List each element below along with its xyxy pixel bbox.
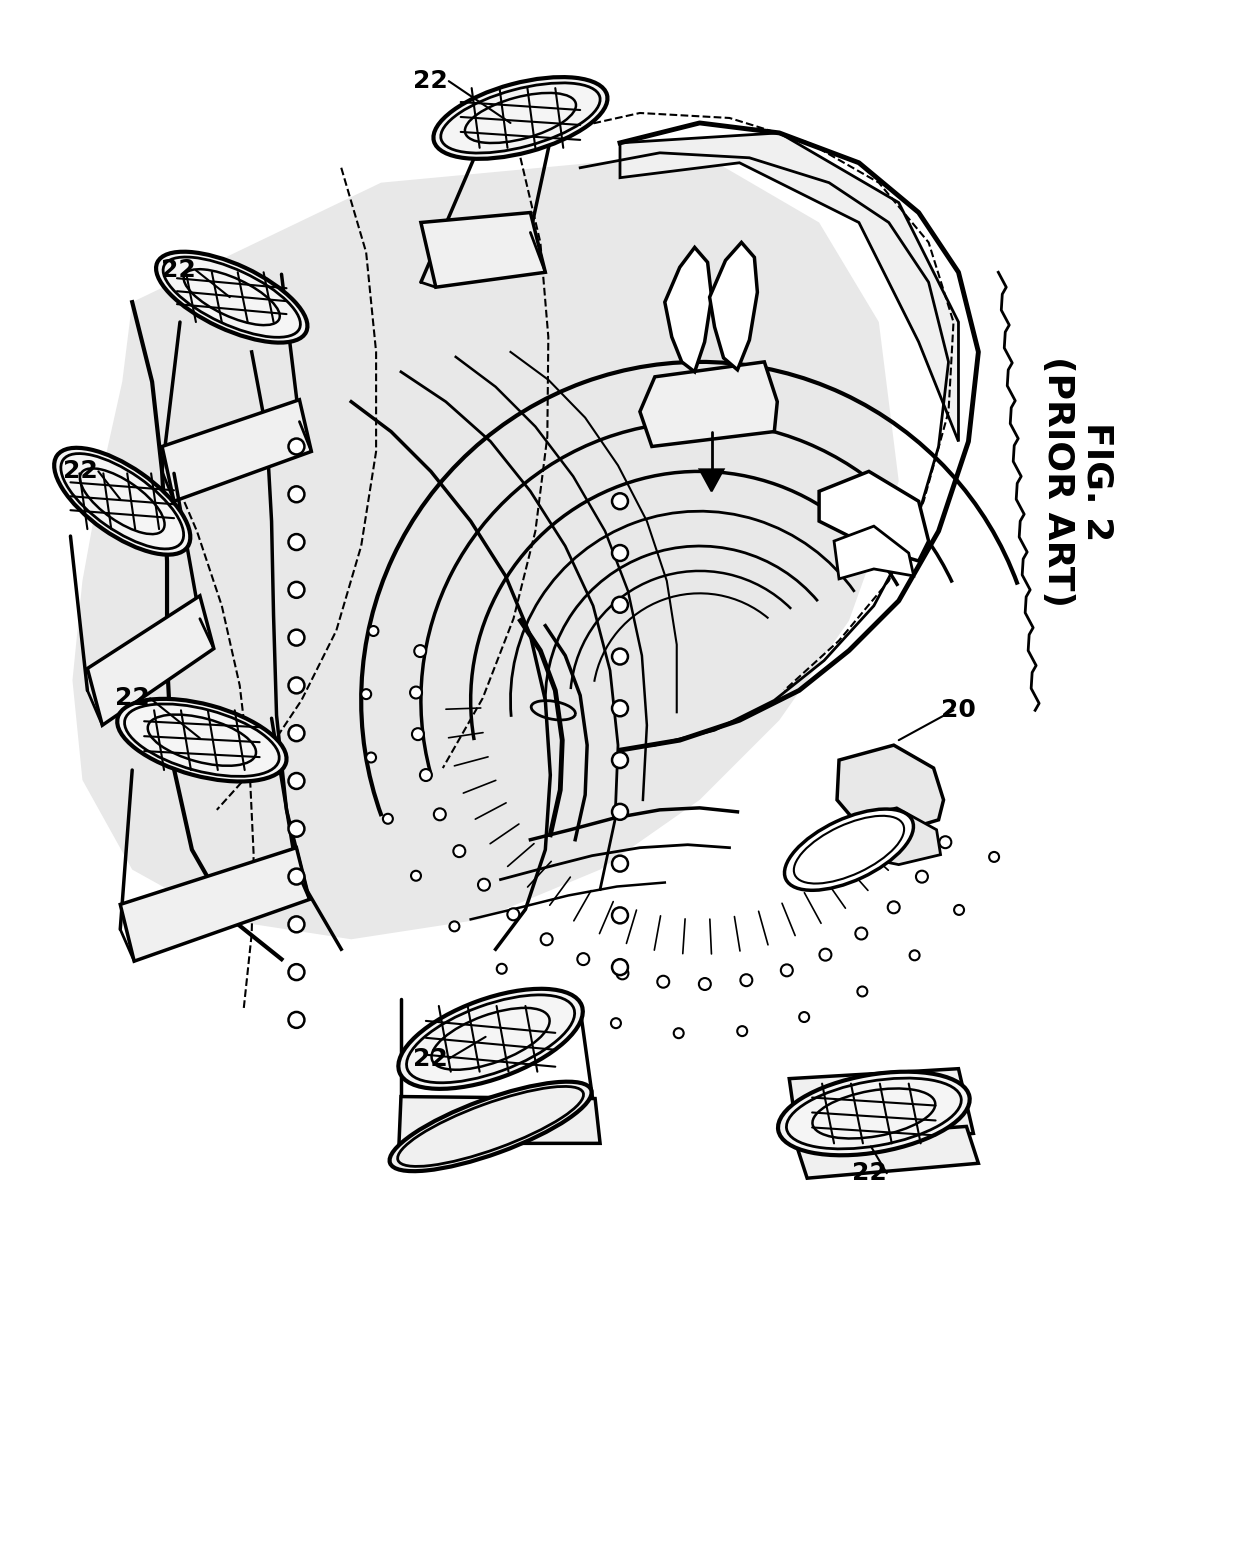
Circle shape xyxy=(613,597,627,613)
Circle shape xyxy=(699,978,711,991)
Ellipse shape xyxy=(398,989,583,1088)
Circle shape xyxy=(361,689,371,700)
Circle shape xyxy=(289,725,305,742)
Ellipse shape xyxy=(434,78,608,159)
Text: 22: 22 xyxy=(161,258,196,283)
Polygon shape xyxy=(837,745,944,832)
Circle shape xyxy=(613,959,627,975)
Polygon shape xyxy=(844,809,941,865)
Circle shape xyxy=(366,753,376,762)
Circle shape xyxy=(412,728,424,740)
Polygon shape xyxy=(120,847,310,961)
Circle shape xyxy=(289,869,305,885)
Ellipse shape xyxy=(156,252,308,342)
Circle shape xyxy=(477,879,490,891)
Polygon shape xyxy=(820,471,929,561)
Circle shape xyxy=(497,964,507,973)
Circle shape xyxy=(552,997,562,1006)
Circle shape xyxy=(289,916,305,933)
Circle shape xyxy=(820,949,831,961)
Circle shape xyxy=(613,546,627,561)
Circle shape xyxy=(613,804,627,819)
Circle shape xyxy=(740,975,753,986)
Circle shape xyxy=(414,645,427,658)
Ellipse shape xyxy=(389,1082,591,1171)
Polygon shape xyxy=(709,243,758,370)
Text: 22: 22 xyxy=(852,1162,887,1185)
Circle shape xyxy=(420,770,432,781)
Ellipse shape xyxy=(777,1071,970,1155)
Circle shape xyxy=(673,1028,683,1039)
Polygon shape xyxy=(87,596,213,725)
Circle shape xyxy=(289,678,305,694)
Polygon shape xyxy=(399,1096,600,1143)
Circle shape xyxy=(578,953,589,966)
Circle shape xyxy=(800,1012,810,1022)
Circle shape xyxy=(613,855,627,871)
Circle shape xyxy=(611,1019,621,1028)
Circle shape xyxy=(613,908,627,924)
Text: 22: 22 xyxy=(413,1047,448,1071)
Circle shape xyxy=(289,439,305,454)
Circle shape xyxy=(434,809,446,821)
Circle shape xyxy=(888,902,900,913)
Text: FIG. 2
(PRIOR ART): FIG. 2 (PRIOR ART) xyxy=(1042,356,1115,606)
Polygon shape xyxy=(640,362,777,446)
Text: 22: 22 xyxy=(115,686,150,711)
Circle shape xyxy=(289,964,305,980)
Circle shape xyxy=(289,1012,305,1028)
Circle shape xyxy=(613,753,627,768)
Circle shape xyxy=(289,773,305,788)
Circle shape xyxy=(616,967,629,980)
Ellipse shape xyxy=(55,448,190,555)
Circle shape xyxy=(738,1026,748,1036)
Circle shape xyxy=(781,964,792,977)
Circle shape xyxy=(613,700,627,717)
Circle shape xyxy=(990,852,999,861)
Polygon shape xyxy=(620,132,959,442)
Polygon shape xyxy=(794,1126,978,1179)
Circle shape xyxy=(368,627,378,636)
Polygon shape xyxy=(162,400,311,501)
Polygon shape xyxy=(420,213,546,288)
Text: 22: 22 xyxy=(413,68,448,93)
Circle shape xyxy=(289,533,305,550)
Polygon shape xyxy=(835,526,914,578)
Circle shape xyxy=(289,821,305,837)
Circle shape xyxy=(289,630,305,645)
Polygon shape xyxy=(789,1068,973,1148)
Circle shape xyxy=(507,908,520,921)
Ellipse shape xyxy=(118,698,286,782)
Circle shape xyxy=(449,922,459,931)
Polygon shape xyxy=(72,152,899,939)
Circle shape xyxy=(916,871,928,883)
Circle shape xyxy=(541,933,553,945)
Circle shape xyxy=(657,975,670,987)
Circle shape xyxy=(289,487,305,502)
Ellipse shape xyxy=(785,809,914,891)
Circle shape xyxy=(454,846,465,857)
Circle shape xyxy=(613,648,627,664)
Circle shape xyxy=(410,687,422,698)
Circle shape xyxy=(910,950,920,961)
Text: 20: 20 xyxy=(941,698,976,723)
Circle shape xyxy=(857,986,867,997)
Circle shape xyxy=(940,837,951,847)
Polygon shape xyxy=(699,470,723,491)
Circle shape xyxy=(856,927,867,939)
Text: 22: 22 xyxy=(63,459,98,484)
Circle shape xyxy=(383,813,393,824)
Circle shape xyxy=(410,871,420,880)
Polygon shape xyxy=(665,247,712,372)
Circle shape xyxy=(613,493,627,508)
Circle shape xyxy=(289,582,305,597)
Circle shape xyxy=(954,905,963,914)
